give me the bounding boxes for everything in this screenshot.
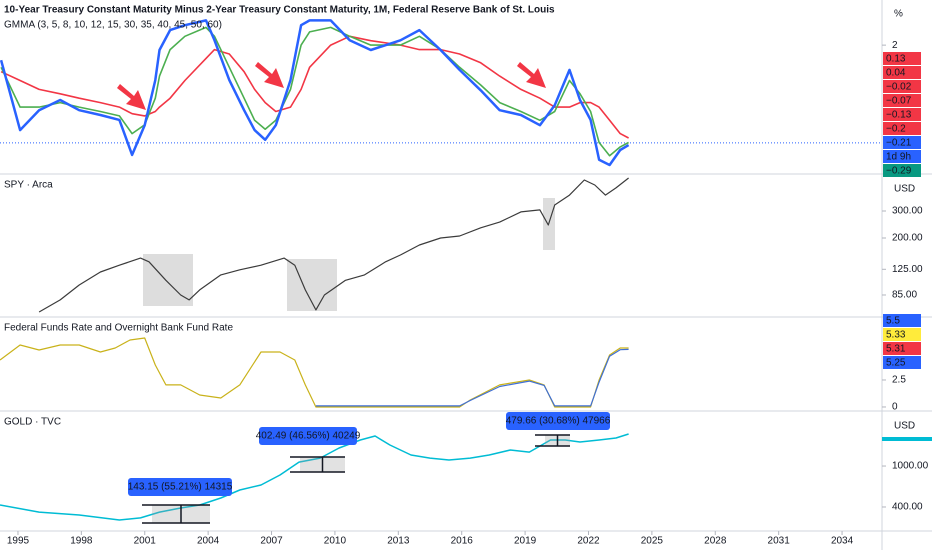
y-tick-label: 0 (892, 402, 898, 413)
pane-title: GOLD · TVC (4, 417, 61, 428)
x-tick-label: 1998 (70, 536, 93, 547)
red-arrow (117, 84, 146, 110)
measure-label: 143.15 (55.21%) 14315 (128, 482, 233, 493)
price-badge (883, 136, 921, 149)
unit-label: % (894, 9, 903, 20)
x-tick-label: 2004 (197, 536, 220, 547)
y-tick-label: 200.00 (892, 233, 923, 244)
measure-label: 479.66 (30.68%) 47966 (506, 416, 611, 427)
measure-label: 402.49 (46.56%) 40249 (256, 431, 361, 442)
series-line (0, 26, 629, 157)
price-badge (883, 150, 921, 163)
price-badge (883, 80, 921, 93)
price-badge-label: −0.02 (886, 82, 912, 93)
red-arrow (517, 62, 546, 88)
price-badge-label: −0.13 (886, 110, 912, 121)
price-badge-label: 0.13 (886, 54, 906, 65)
y-tick-label: 400.00 (892, 502, 923, 513)
x-tick-label: 2019 (514, 536, 537, 547)
y-tick-label: 125.00 (892, 264, 923, 275)
y-tick-label: 85.00 (892, 290, 917, 301)
price-badge (883, 342, 921, 355)
pane (38, 177, 629, 313)
x-tick-label: 2034 (831, 536, 854, 547)
pane-title: Federal Funds Rate and Overnight Bank Fu… (4, 323, 233, 334)
price-badge-label: 1d 9h (886, 152, 911, 163)
pane (0, 433, 629, 521)
last-price-marker (882, 437, 932, 441)
series-line (38, 177, 629, 313)
price-badge-label: −0.2 (886, 124, 906, 135)
y-tick-label: 2 (892, 40, 898, 51)
x-tick-label: 2010 (324, 536, 347, 547)
price-badge (883, 66, 921, 79)
series-line (315, 348, 629, 407)
price-badge (883, 328, 921, 341)
x-tick-label: 2007 (260, 536, 283, 547)
measure-badge (506, 412, 610, 430)
price-badge-label: 5.31 (886, 344, 906, 355)
measure-badge (128, 478, 232, 496)
y-tick-label: 1000.00 (892, 461, 929, 472)
pane-subtitle: GMMA (3, 5, 8, 10, 12, 15, 30, 35, 40, 4… (4, 20, 222, 31)
price-badge-label: 0.04 (886, 68, 906, 79)
series-line (0, 433, 629, 521)
unit-label: USD (894, 184, 915, 195)
series-line (0, 19, 630, 167)
pane-title: 10-Year Treasury Constant Maturity Minus… (4, 5, 555, 16)
price-badge-label: 5.33 (886, 330, 906, 341)
price-badge (883, 314, 921, 327)
arrows (117, 62, 546, 110)
price-badge-label: −0.29 (886, 166, 912, 177)
x-tick-label: 2001 (134, 536, 157, 547)
x-tick-label: 2016 (451, 536, 474, 547)
y-tick-label: 2.5 (892, 375, 906, 386)
price-badge (883, 164, 921, 177)
price-badge (883, 108, 921, 121)
x-tick-label: 2028 (704, 536, 727, 547)
x-tick-label: 2022 (577, 536, 600, 547)
pane-title: SPY · Arca (4, 180, 53, 191)
price-badge (883, 122, 921, 135)
x-tick-label: 1995 (7, 536, 30, 547)
price-badge-label: 5.25 (886, 358, 906, 369)
unit-label: USD (894, 421, 915, 432)
measure-badge (259, 427, 357, 445)
price-badge-label: −0.07 (886, 96, 912, 107)
price-badge-label: −0.21 (886, 138, 912, 149)
price-badge (883, 52, 921, 65)
pane (0, 19, 882, 167)
y-tick-label: 300.00 (892, 206, 923, 217)
red-arrow (255, 62, 284, 88)
price-badge-label: 5.5 (886, 316, 900, 327)
series-line (0, 337, 629, 408)
x-tick-label: 2013 (387, 536, 410, 547)
price-badge (883, 356, 921, 369)
price-badge (883, 94, 921, 107)
pane (0, 337, 629, 408)
x-tick-label: 2025 (641, 536, 664, 547)
x-tick-label: 2031 (768, 536, 791, 547)
